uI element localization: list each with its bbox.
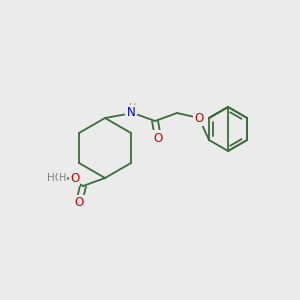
Text: O: O	[70, 172, 79, 184]
Text: O: O	[194, 112, 204, 124]
Text: O: O	[74, 196, 84, 209]
Text: O: O	[153, 131, 163, 145]
Text: H: H	[129, 103, 137, 113]
Text: N: N	[127, 106, 135, 119]
Text: HO: HO	[47, 173, 63, 183]
Text: H: H	[58, 173, 66, 183]
